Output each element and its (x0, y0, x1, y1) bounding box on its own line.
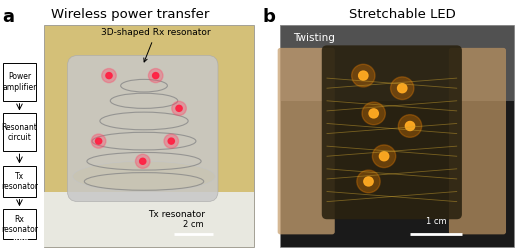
FancyBboxPatch shape (3, 209, 36, 239)
Text: 3D-shaped Rx resonator: 3D-shaped Rx resonator (101, 28, 211, 62)
Text: Twisting: Twisting (293, 33, 335, 43)
Circle shape (168, 138, 174, 144)
Circle shape (135, 154, 150, 168)
Circle shape (399, 115, 421, 137)
FancyBboxPatch shape (44, 192, 254, 247)
Circle shape (148, 69, 163, 83)
Circle shape (398, 84, 407, 93)
FancyBboxPatch shape (3, 113, 36, 151)
Circle shape (106, 73, 112, 79)
Circle shape (364, 177, 373, 186)
Text: Tx resonator: Tx resonator (148, 210, 205, 219)
Circle shape (405, 121, 415, 131)
Text: b: b (262, 8, 275, 25)
FancyBboxPatch shape (280, 25, 514, 247)
Circle shape (91, 134, 106, 148)
Text: Power
amplifier: Power amplifier (2, 72, 37, 91)
Circle shape (95, 138, 102, 144)
Text: Tx
resonator: Tx resonator (1, 172, 38, 191)
Circle shape (362, 102, 386, 125)
Circle shape (359, 71, 368, 80)
Circle shape (140, 158, 146, 164)
Ellipse shape (73, 161, 215, 192)
Circle shape (172, 101, 186, 115)
Circle shape (176, 105, 182, 111)
FancyBboxPatch shape (322, 45, 462, 219)
FancyBboxPatch shape (3, 63, 36, 101)
Text: a: a (3, 8, 15, 25)
Text: 1 cm: 1 cm (426, 217, 446, 226)
FancyBboxPatch shape (278, 48, 335, 234)
Circle shape (164, 134, 179, 148)
Circle shape (357, 170, 380, 193)
Circle shape (391, 77, 414, 100)
Text: Rx
resonator: Rx resonator (1, 215, 38, 234)
Text: Resonant
circuit: Resonant circuit (2, 123, 37, 142)
FancyBboxPatch shape (449, 48, 506, 234)
FancyBboxPatch shape (44, 25, 254, 247)
Circle shape (102, 69, 116, 83)
Circle shape (153, 73, 159, 79)
FancyBboxPatch shape (67, 55, 218, 202)
Circle shape (379, 152, 389, 161)
Circle shape (369, 109, 378, 118)
Text: 2 cm: 2 cm (183, 220, 203, 229)
FancyBboxPatch shape (280, 25, 514, 101)
Circle shape (373, 145, 396, 168)
Circle shape (352, 64, 375, 87)
Text: Wireless power transfer: Wireless power transfer (50, 8, 209, 21)
FancyBboxPatch shape (3, 166, 36, 197)
Text: Stretchable LED: Stretchable LED (349, 8, 456, 21)
